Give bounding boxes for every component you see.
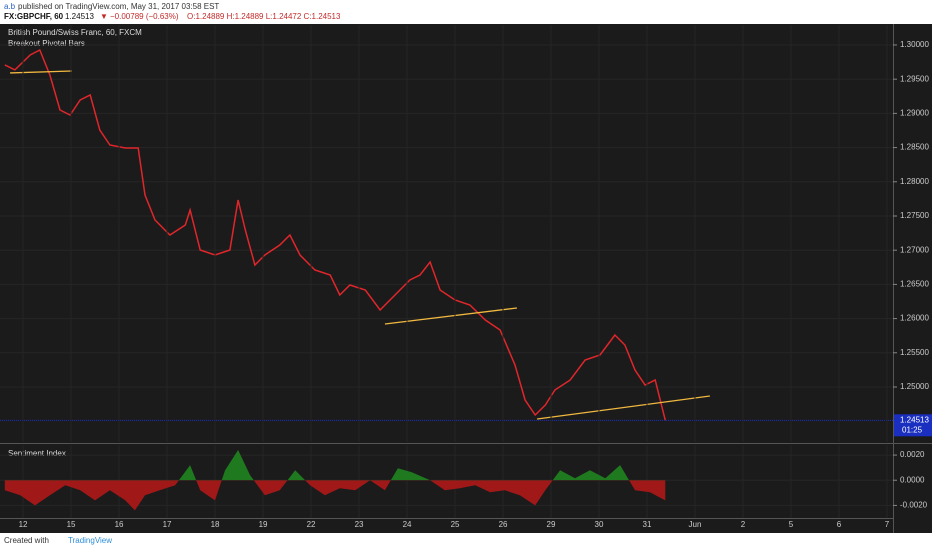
price-line bbox=[4, 48, 667, 421]
x-tick-label: 19 bbox=[259, 520, 268, 529]
created: Created with bbox=[4, 536, 49, 545]
x-tick-label: 16 bbox=[115, 520, 124, 529]
y-tick-label: 1.25000 bbox=[900, 382, 929, 391]
x-tick-label: 24 bbox=[403, 520, 412, 529]
y-tick-label: 1.27500 bbox=[900, 211, 929, 220]
trendline bbox=[537, 395, 710, 420]
x-tick-label: 22 bbox=[307, 520, 316, 529]
ohlc: O:1.24889 H:1.24889 L:1.24472 C:1.24513 bbox=[187, 12, 341, 21]
y-tick-label: 1.26500 bbox=[900, 280, 929, 289]
x-tick-label: 7 bbox=[885, 520, 890, 529]
last-price-label: 1.24513 bbox=[900, 415, 929, 424]
x-tick-label: 15 bbox=[67, 520, 76, 529]
y-tick-label: 1.25500 bbox=[900, 348, 929, 357]
y-tick-label: 1.27000 bbox=[900, 245, 929, 254]
trendline bbox=[10, 70, 73, 74]
chart-title: British Pound/Swiss Franc, 60, FXCM bbox=[8, 28, 142, 37]
x-tick-label: 23 bbox=[355, 520, 364, 529]
countdown: 01:25 bbox=[902, 425, 923, 434]
y-tick-label: 1.29500 bbox=[900, 74, 929, 83]
last: 1.24513 bbox=[65, 12, 94, 21]
x-tick-label: 30 bbox=[595, 520, 604, 529]
x-tick-label: 17 bbox=[163, 520, 172, 529]
y-tick-label: 1.28000 bbox=[900, 177, 929, 186]
x-tick-label: 29 bbox=[547, 520, 556, 529]
y-tick-label: -0.0020 bbox=[900, 501, 928, 510]
chart-bg bbox=[0, 24, 932, 533]
y-tick-label: 1.28500 bbox=[900, 143, 929, 152]
x-tick-label: 25 bbox=[451, 520, 460, 529]
arrow: ▼ bbox=[100, 12, 108, 21]
symbol: FX:GBPCHF, 60 bbox=[4, 12, 64, 21]
x-tick-label: 26 bbox=[499, 520, 508, 529]
last-price-box bbox=[894, 414, 932, 437]
x-tick-label: 12 bbox=[19, 520, 28, 529]
x-tick-label: 6 bbox=[837, 520, 842, 529]
x-tick-label: 31 bbox=[643, 520, 652, 529]
y-tick-label: 1.29000 bbox=[900, 108, 929, 117]
x-tick-label: Jun bbox=[689, 520, 702, 529]
published: published on TradingView.com, May 31, 20… bbox=[18, 2, 219, 11]
pane-title: Sentiment Index bbox=[8, 449, 66, 458]
y-tick-label: 0.0020 bbox=[900, 450, 925, 459]
brand[interactable]: TradingView bbox=[68, 536, 112, 545]
publisher[interactable]: a.b bbox=[4, 2, 16, 11]
change: −0.00789 (−0.63%) bbox=[110, 12, 179, 21]
area-negative bbox=[4, 480, 666, 511]
indicator-name: Breakout Pivotal Bars bbox=[8, 39, 85, 48]
y-tick-label: 1.30000 bbox=[900, 40, 929, 49]
y-tick-label: 1.26000 bbox=[900, 314, 929, 323]
x-tick-label: 18 bbox=[211, 520, 220, 529]
x-tick-label: 5 bbox=[789, 520, 794, 529]
x-tick-label: 2 bbox=[741, 520, 746, 529]
area-positive bbox=[4, 450, 666, 481]
y-tick-label: 0.0000 bbox=[900, 475, 925, 484]
